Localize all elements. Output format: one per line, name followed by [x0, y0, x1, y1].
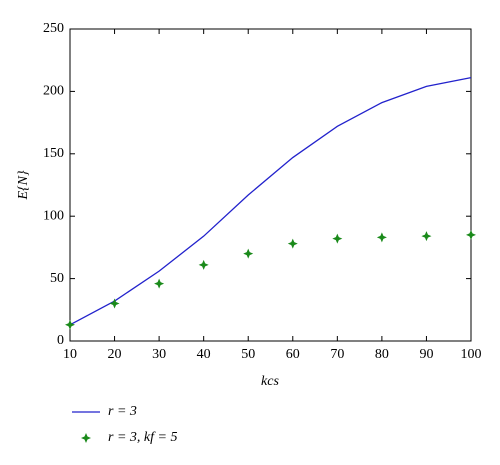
x-tick-label: 80 [375, 347, 389, 362]
x-tick-label: 70 [330, 347, 344, 362]
scatter-point [154, 278, 165, 289]
y-tick-label: 150 [43, 146, 64, 161]
x-tick-label: 100 [461, 347, 482, 362]
x-tick-label: 10 [63, 347, 77, 362]
x-tick-label: 60 [286, 347, 300, 362]
line-series [69, 77, 472, 326]
x-tick-label: 30 [152, 347, 166, 362]
y-tick-label: 50 [50, 271, 64, 286]
y-axis-label: E{N} [16, 170, 31, 200]
x-tick-label: 20 [108, 347, 122, 362]
legend-label: r = 3, kf = 5 [108, 430, 177, 445]
x-axis-label: kcs [261, 374, 279, 389]
plot-frame [69, 28, 472, 342]
scatter-point [65, 319, 75, 330]
y-tick-label: 200 [43, 84, 64, 99]
scatter-point [421, 231, 432, 242]
scatter-point [466, 229, 476, 240]
y-tick-label: 100 [43, 208, 64, 223]
scatter-point [243, 248, 254, 259]
legend-label: r = 3 [108, 404, 137, 419]
x-tick-label: 90 [419, 347, 433, 362]
scatter-point [287, 238, 298, 249]
scatter-point [198, 259, 209, 270]
scatter-point [376, 232, 387, 243]
scatter-point [109, 298, 120, 309]
x-tick-label: 40 [197, 347, 211, 362]
x-tick-label: 50 [241, 347, 255, 362]
scatter-point [332, 233, 343, 244]
y-tick-label: 250 [43, 21, 64, 36]
y-tick-label: 0 [57, 333, 64, 348]
legend-swatch [81, 433, 91, 443]
